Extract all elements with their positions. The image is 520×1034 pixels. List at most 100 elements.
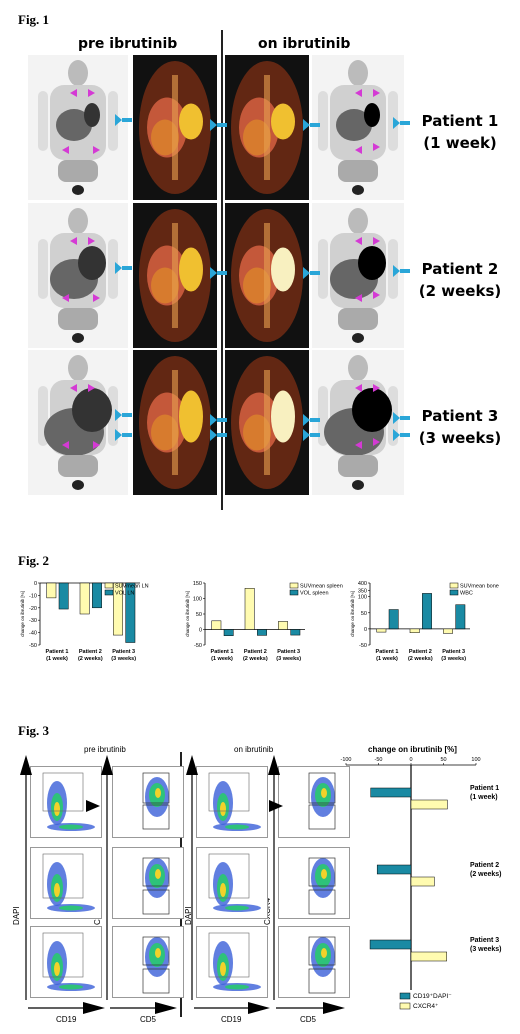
- fig2-legend-label: VOL spleen: [300, 591, 329, 597]
- fig2-bar: [92, 582, 102, 609]
- fig2-bar: [376, 628, 387, 633]
- fig2-y-tick-label: 400: [358, 581, 367, 587]
- magenta-arrowhead: [373, 237, 380, 245]
- fig2-bar: [443, 628, 453, 634]
- fig3-x-tick-label: 100: [471, 757, 480, 763]
- fig2-bar: [455, 604, 466, 630]
- fig2-y-tick-label: -50: [29, 643, 37, 649]
- magenta-arrowhead: [355, 384, 362, 392]
- fig1-arrows-r1: [62, 89, 410, 154]
- fig2-category-label: (2 weeks): [243, 656, 268, 662]
- fig2-category-label: (2 weeks): [78, 656, 103, 662]
- fig2-bar: [223, 629, 234, 636]
- fig2-y-tick-label: 100: [193, 597, 202, 603]
- fig1-panel-r2-c3: [225, 203, 309, 348]
- cyan-arrow: [210, 429, 227, 441]
- fig1-on-header: on ibrutinib: [258, 36, 351, 52]
- fig1-patient-label: Patient 2 (2 weeks): [400, 258, 520, 302]
- fig2-category-label: Patient 1: [211, 649, 234, 655]
- fig2-category-label: (3 weeks): [276, 656, 301, 662]
- fig1-patient-name: Patient 1: [421, 112, 499, 130]
- fig3-x-tick-label: 50: [440, 757, 446, 763]
- fig2-category-label: Patient 1: [46, 649, 69, 655]
- fig3-bar: [369, 939, 412, 950]
- magenta-arrowhead: [355, 441, 362, 449]
- magenta-arrowhead: [70, 89, 77, 97]
- fig2-bar: [58, 582, 69, 610]
- fig2-legend-label: SUVmean bone: [460, 584, 499, 590]
- fig2-legend-label: SUVmean LN: [115, 584, 149, 590]
- fig2-label: Fig. 2: [18, 553, 50, 568]
- magenta-arrowhead: [373, 438, 380, 446]
- fig1-arrows-r2: [62, 237, 410, 302]
- fig2-legend-label: SUVmean spleen: [300, 584, 343, 590]
- fig2-y-tick-label: 0: [199, 628, 202, 634]
- fig2-legend-swatch: [289, 582, 299, 589]
- fig2-bar: [388, 609, 399, 630]
- fig1-patient-duration: (2 weeks): [418, 282, 502, 300]
- fig3-x-tick-label: 0: [409, 757, 412, 763]
- fig3-category-label: (3 weeks): [470, 946, 502, 953]
- fig1-panel-r3-c4: [312, 350, 404, 495]
- fig3-bar: [370, 787, 412, 798]
- fig2-charts: 0 -10 -20 -30 -40 -50 change on ibrutinib [%] P…: [20, 581, 499, 662]
- fig2-category-label: Patient 3: [277, 649, 300, 655]
- fig2-legend-label: VOL LN: [115, 591, 134, 597]
- fig2-y-tick-label: -10: [29, 593, 37, 599]
- fig3-bar: [410, 876, 435, 887]
- magenta-arrowhead: [88, 237, 95, 245]
- fig2-y-tick-label: 50: [361, 611, 367, 617]
- fig1-divider: [221, 30, 223, 510]
- magenta-arrowhead: [70, 237, 77, 245]
- fig3-bar: [410, 799, 448, 810]
- magenta-arrowhead: [373, 143, 380, 151]
- cyan-arrow: [303, 119, 320, 131]
- fig3-category-label: Patient 3: [470, 937, 499, 944]
- fig2-bar: [409, 628, 420, 633]
- fig3-flow-plot-r3-c1: [30, 926, 102, 998]
- fig3-flow-plot-r2-c4: [278, 847, 350, 919]
- fig3-label: Fig. 3: [18, 723, 50, 738]
- magenta-arrowhead: [373, 384, 380, 392]
- fig3-on-cd5-label: CD5: [300, 1015, 317, 1024]
- fig3-flow-plot-r3-c2: [112, 926, 184, 998]
- magenta-arrowhead: [373, 89, 380, 97]
- cyan-arrow: [393, 429, 410, 441]
- magenta-arrowhead: [355, 89, 362, 97]
- fig2-y-tick-label: -50: [359, 643, 367, 649]
- fig3-flow-plot-r3-c4: [278, 926, 350, 998]
- fig2-category-label: (1 week): [211, 656, 233, 662]
- fig1-panel-r2-c1: [28, 203, 128, 348]
- fig3-flow-plot-r3-c3: [196, 926, 268, 998]
- fig3-flow-plot-r2-c1: [30, 847, 102, 919]
- fig3-flow-plot-r2-c2: [112, 847, 184, 919]
- fig1-panel-r2-c2: [133, 203, 217, 348]
- fig2-y-tick-label: 0: [364, 627, 367, 633]
- magenta-arrowhead: [62, 294, 69, 302]
- fig2-bar: [257, 629, 267, 636]
- fig2-y-tick-label: 100: [358, 595, 367, 601]
- magenta-arrowhead: [62, 146, 69, 154]
- magenta-arrowhead: [88, 89, 95, 97]
- fig2-y-tick-label: -30: [29, 618, 37, 624]
- fig2-category-label: (1 week): [376, 656, 398, 662]
- magenta-arrowhead: [62, 441, 69, 449]
- fig3-on-cd19-label: CD19: [221, 1015, 242, 1024]
- magenta-arrowhead: [70, 384, 77, 392]
- fig2-y-tick-label: 50: [196, 612, 202, 618]
- cyan-arrow: [303, 414, 320, 426]
- fig2-category-label: Patient 3: [442, 649, 465, 655]
- fig3-x-tick-label: -100: [340, 757, 351, 763]
- fig2-bar: [211, 620, 222, 630]
- fig1-patient-label: Patient 3 (3 weeks): [400, 405, 520, 449]
- magenta-arrowhead: [355, 294, 362, 302]
- fig2-bar: [125, 582, 136, 643]
- fig3-flow-plot-r1-c3: [196, 766, 268, 838]
- cyan-arrow: [393, 265, 410, 277]
- fig3-bar: [376, 864, 412, 875]
- fig2-bar: [290, 629, 301, 636]
- fig1-pre-header: pre ibrutinib: [78, 36, 178, 52]
- fig2-category-label: Patient 1: [376, 649, 399, 655]
- fig2-bar: [113, 582, 123, 636]
